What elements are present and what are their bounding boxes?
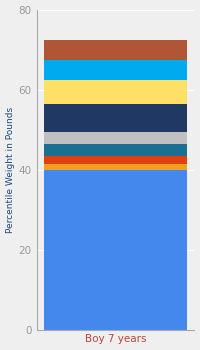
Bar (44, 80, 187, 104)
Bar (44, 40, 187, 60)
Bar (44, 60, 187, 80)
Bar (44, 132, 187, 144)
Bar (44, 104, 187, 132)
Bar (44, 144, 187, 156)
Bar (44, 164, 187, 170)
Y-axis label: Percentile Weight in Pounds: Percentile Weight in Pounds (6, 107, 15, 233)
Bar (44, 156, 187, 164)
Bar (44, 170, 187, 330)
